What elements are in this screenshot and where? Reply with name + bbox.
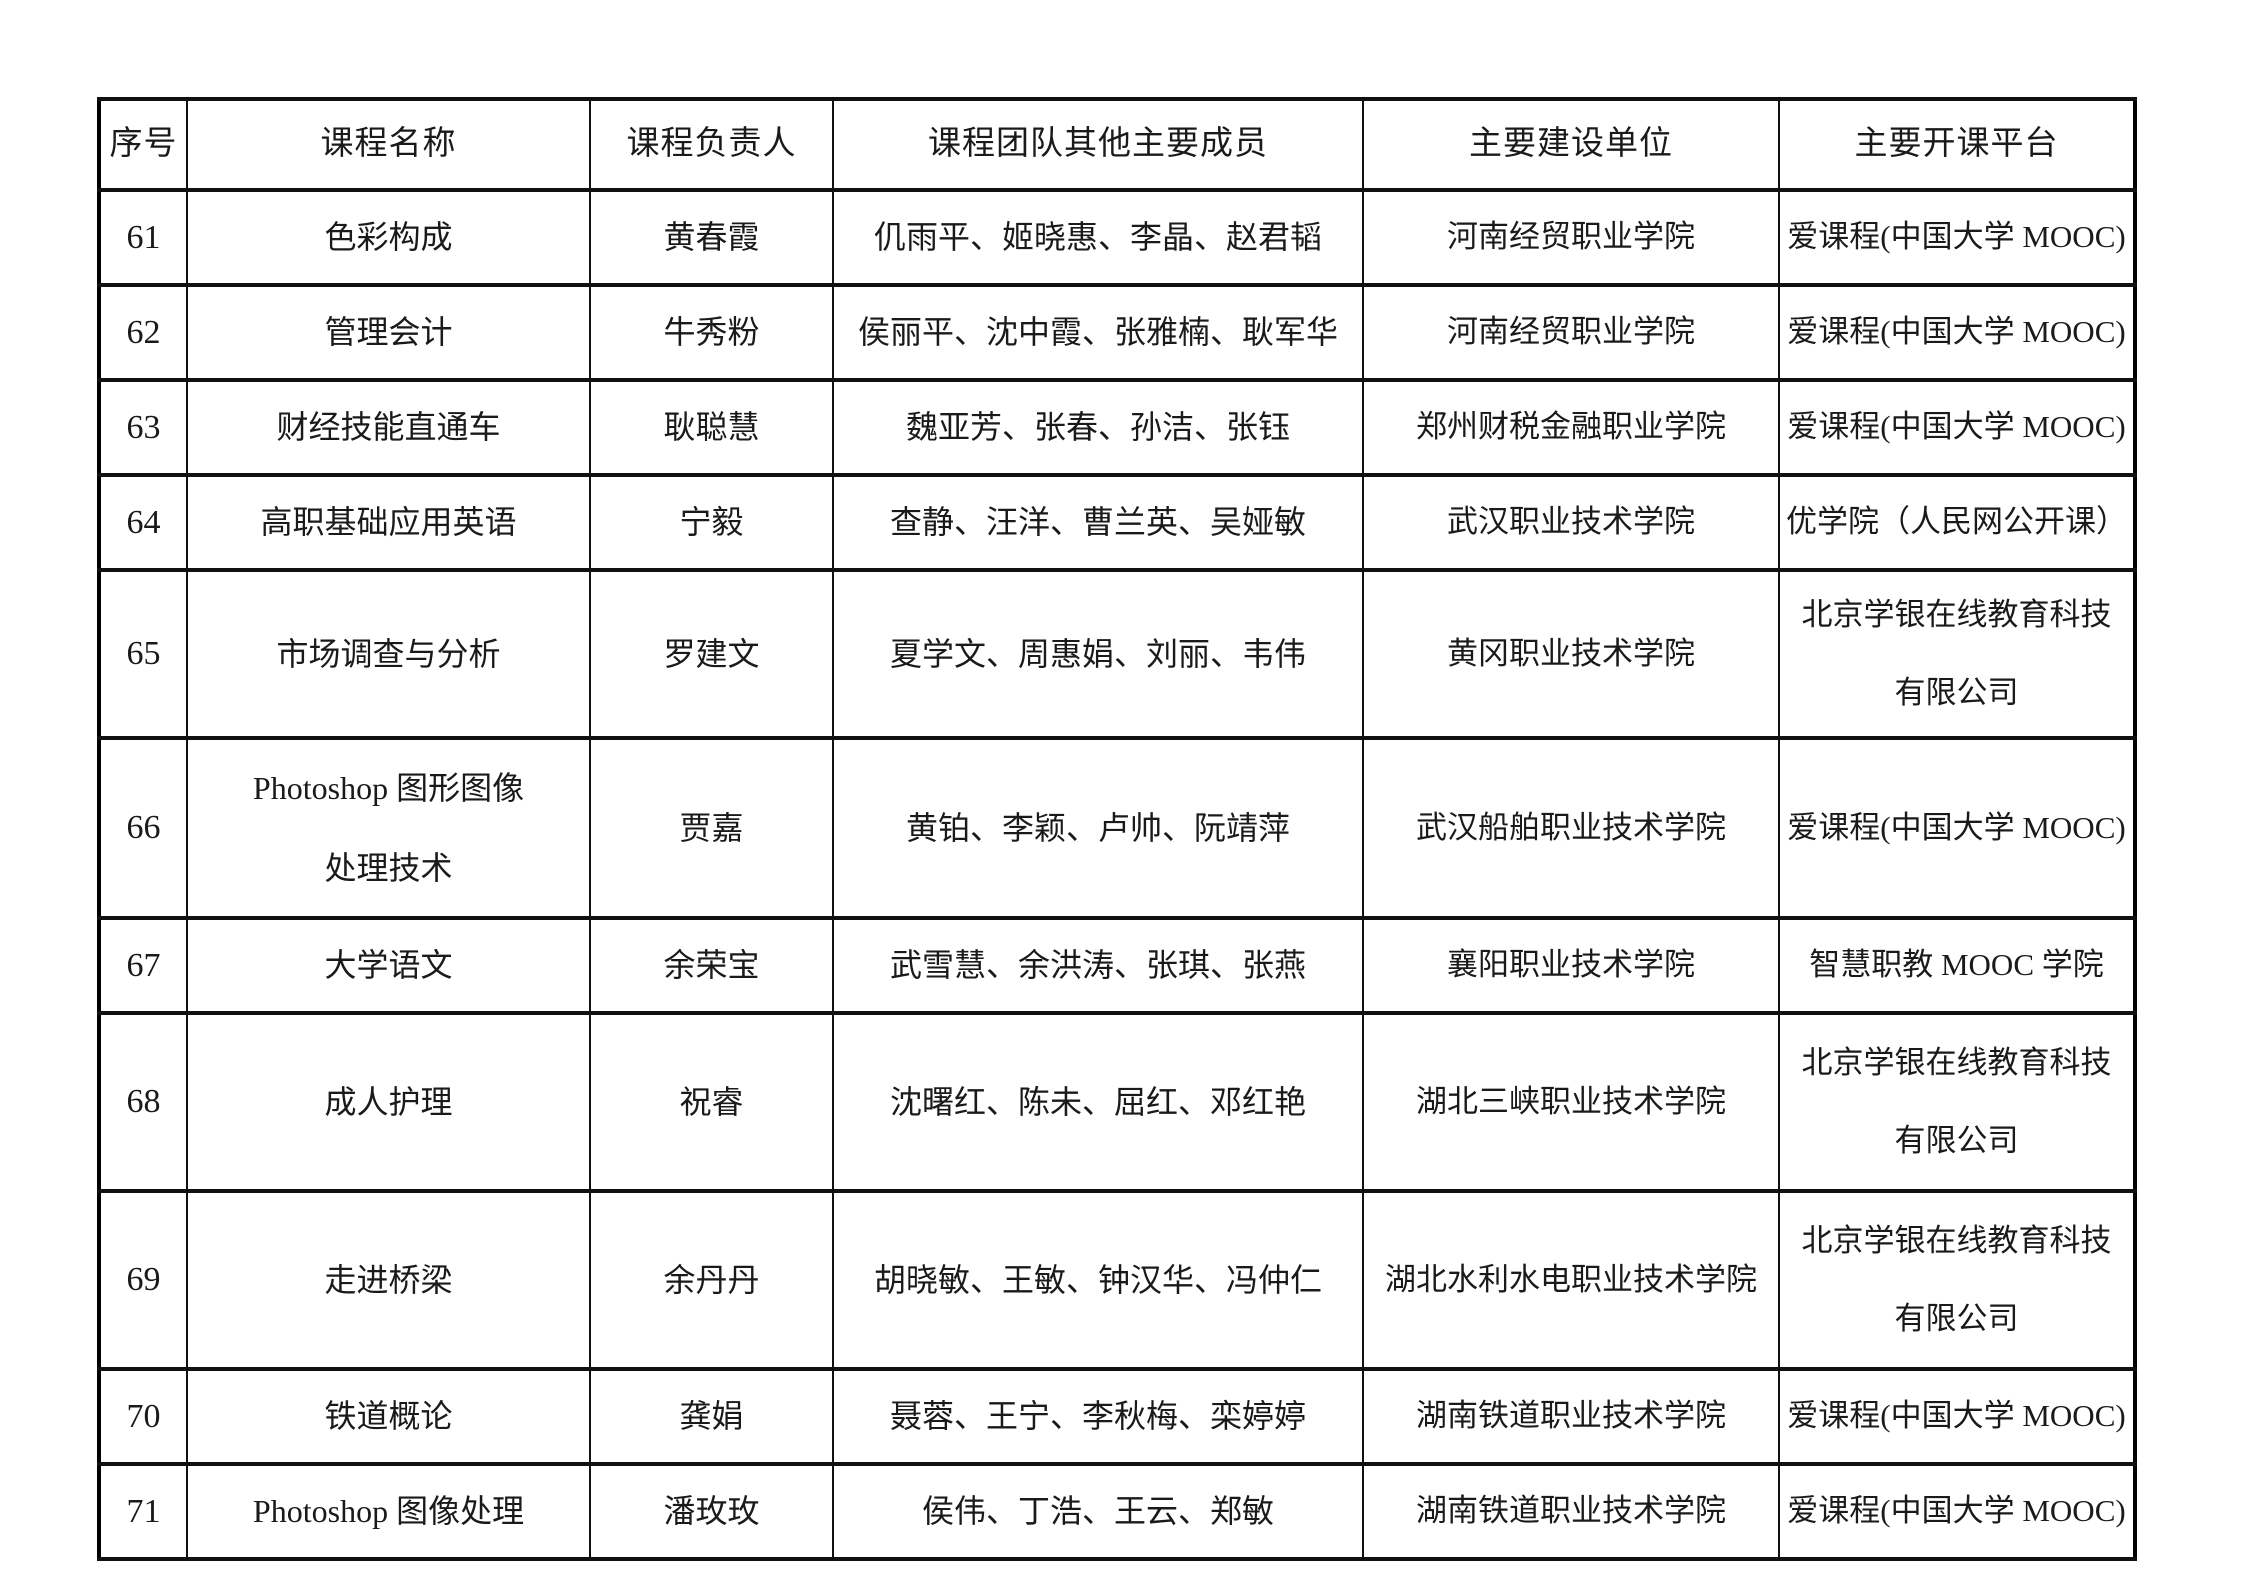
- cell-platform: 爱课程(中国大学 MOOC): [1778, 282, 2136, 382]
- column-header-serial: 序号: [98, 97, 188, 192]
- cell-course-name: 大学语文: [186, 915, 591, 1015]
- cell-leader: 龚娟: [589, 1366, 834, 1466]
- cell-institution: 河南经贸职业学院: [1362, 282, 1780, 382]
- cell-serial-number: 63: [98, 377, 188, 477]
- table-row: 69 走进桥梁 余丹丹 胡晓敏、王敏、钟汉华、冯仲仁 湖北水利水电职业技术学院 …: [98, 1188, 2136, 1371]
- cell-institution: 河南经贸职业学院: [1362, 187, 1780, 287]
- course-table: 序号 课程名称 课程负责人 课程团队其他主要成员 主要建设单位 主要开课平台 6…: [97, 97, 2137, 1561]
- cell-serial-number: 69: [98, 1188, 188, 1371]
- cell-team-members: 侯丽平、沈中霞、张雅楠、耿军华: [832, 282, 1364, 382]
- cell-team-members: 仉雨平、姬晓惠、李晶、赵君韬: [832, 187, 1364, 287]
- cell-course-name: 走进桥梁: [186, 1188, 591, 1371]
- cell-platform: 爱课程(中国大学 MOOC): [1778, 377, 2136, 477]
- cell-course-name: 管理会计: [186, 282, 591, 382]
- cell-institution: 黄冈职业技术学院: [1362, 567, 1780, 740]
- cell-platform: 优学院（人民网公开课）: [1778, 472, 2136, 572]
- cell-team-members: 聂蓉、王宁、李秋梅、栾婷婷: [832, 1366, 1364, 1466]
- table-row: 68 成人护理 祝睿 沈曙红、陈未、屈红、邓红艳 湖北三峡职业技术学院 北京学银…: [98, 1010, 2136, 1193]
- table-row: 62 管理会计 牛秀粉 侯丽平、沈中霞、张雅楠、耿军华 河南经贸职业学院 爱课程…: [98, 282, 2136, 382]
- cell-team-members: 夏学文、周惠娟、刘丽、韦伟: [832, 567, 1364, 740]
- table-row: 67 大学语文 余荣宝 武雪慧、余洪涛、张琪、张燕 襄阳职业技术学院 智慧职教 …: [98, 915, 2136, 1015]
- table-row: 64 高职基础应用英语 宁毅 查静、汪洋、曹兰英、吴娅敏 武汉职业技术学院 优学…: [98, 472, 2136, 572]
- cell-team-members: 武雪慧、余洪涛、张琪、张燕: [832, 915, 1364, 1015]
- cell-course-name: 高职基础应用英语: [186, 472, 591, 572]
- cell-course-name: Photoshop 图形图像 处理技术: [186, 735, 591, 920]
- column-header-platform: 主要开课平台: [1778, 97, 2136, 192]
- cell-serial-number: 66: [98, 735, 188, 920]
- cell-serial-number: 71: [98, 1461, 188, 1561]
- column-header-course-name: 课程名称: [186, 97, 591, 192]
- column-header-team-members: 课程团队其他主要成员: [832, 97, 1364, 192]
- cell-leader: 耿聪慧: [589, 377, 834, 477]
- column-header-institution: 主要建设单位: [1362, 97, 1780, 192]
- cell-leader: 宁毅: [589, 472, 834, 572]
- cell-serial-number: 65: [98, 567, 188, 740]
- cell-institution: 郑州财税金融职业学院: [1362, 377, 1780, 477]
- cell-leader: 祝睿: [589, 1010, 834, 1193]
- cell-platform: 爱课程(中国大学 MOOC): [1778, 735, 2136, 920]
- cell-platform: 北京学银在线教育科技 有限公司: [1778, 1010, 2136, 1193]
- cell-course-name: 色彩构成: [186, 187, 591, 287]
- cell-leader: 余丹丹: [589, 1188, 834, 1371]
- cell-platform: 北京学银在线教育科技 有限公司: [1778, 567, 2136, 740]
- cell-institution: 武汉船舶职业技术学院: [1362, 735, 1780, 920]
- cell-serial-number: 61: [98, 187, 188, 287]
- cell-serial-number: 62: [98, 282, 188, 382]
- header-row: 序号 课程名称 课程负责人 课程团队其他主要成员 主要建设单位 主要开课平台: [98, 97, 2136, 192]
- table-row: 65 市场调查与分析 罗建文 夏学文、周惠娟、刘丽、韦伟 黄冈职业技术学院 北京…: [98, 567, 2136, 740]
- table-row: 63 财经技能直通车 耿聪慧 魏亚芳、张春、孙洁、张钰 郑州财税金融职业学院 爱…: [98, 377, 2136, 477]
- table-row: 70 铁道概论 龚娟 聂蓉、王宁、李秋梅、栾婷婷 湖南铁道职业技术学院 爱课程(…: [98, 1366, 2136, 1466]
- cell-institution: 湖北水利水电职业技术学院: [1362, 1188, 1780, 1371]
- cell-serial-number: 67: [98, 915, 188, 1015]
- cell-institution: 湖南铁道职业技术学院: [1362, 1461, 1780, 1561]
- cell-serial-number: 64: [98, 472, 188, 572]
- cell-team-members: 胡晓敏、王敏、钟汉华、冯仲仁: [832, 1188, 1364, 1371]
- cell-leader: 余荣宝: [589, 915, 834, 1015]
- table-row: 61 色彩构成 黄春霞 仉雨平、姬晓惠、李晶、赵君韬 河南经贸职业学院 爱课程(…: [98, 187, 2136, 287]
- cell-course-name: Photoshop 图像处理: [186, 1461, 591, 1561]
- cell-institution: 襄阳职业技术学院: [1362, 915, 1780, 1015]
- cell-leader: 贾嘉: [589, 735, 834, 920]
- cell-platform: 爱课程(中国大学 MOOC): [1778, 187, 2136, 287]
- cell-course-name: 市场调查与分析: [186, 567, 591, 740]
- cell-team-members: 魏亚芳、张春、孙洁、张钰: [832, 377, 1364, 477]
- cell-course-name: 铁道概论: [186, 1366, 591, 1466]
- cell-course-name: 财经技能直通车: [186, 377, 591, 477]
- cell-platform: 北京学银在线教育科技 有限公司: [1778, 1188, 2136, 1371]
- cell-team-members: 查静、汪洋、曹兰英、吴娅敏: [832, 472, 1364, 572]
- cell-institution: 武汉职业技术学院: [1362, 472, 1780, 572]
- cell-leader: 罗建文: [589, 567, 834, 740]
- cell-leader: 牛秀粉: [589, 282, 834, 382]
- cell-serial-number: 70: [98, 1366, 188, 1466]
- cell-team-members: 沈曙红、陈未、屈红、邓红艳: [832, 1010, 1364, 1193]
- cell-platform: 爱课程(中国大学 MOOC): [1778, 1461, 2136, 1561]
- cell-institution: 湖北三峡职业技术学院: [1362, 1010, 1780, 1193]
- cell-serial-number: 68: [98, 1010, 188, 1193]
- cell-platform: 爱课程(中国大学 MOOC): [1778, 1366, 2136, 1466]
- column-header-leader: 课程负责人: [589, 97, 834, 192]
- table-row: 66 Photoshop 图形图像 处理技术 贾嘉 黄铂、李颖、卢帅、阮靖萍 武…: [98, 735, 2136, 920]
- cell-leader: 黄春霞: [589, 187, 834, 287]
- cell-institution: 湖南铁道职业技术学院: [1362, 1366, 1780, 1466]
- cell-course-name: 成人护理: [186, 1010, 591, 1193]
- table-row: 71 Photoshop 图像处理 潘玫玫 侯伟、丁浩、王云、郑敏 湖南铁道职业…: [98, 1461, 2136, 1561]
- cell-team-members: 黄铂、李颖、卢帅、阮靖萍: [832, 735, 1364, 920]
- cell-platform: 智慧职教 MOOC 学院: [1778, 915, 2136, 1015]
- cell-team-members: 侯伟、丁浩、王云、郑敏: [832, 1461, 1364, 1561]
- cell-leader: 潘玫玫: [589, 1461, 834, 1561]
